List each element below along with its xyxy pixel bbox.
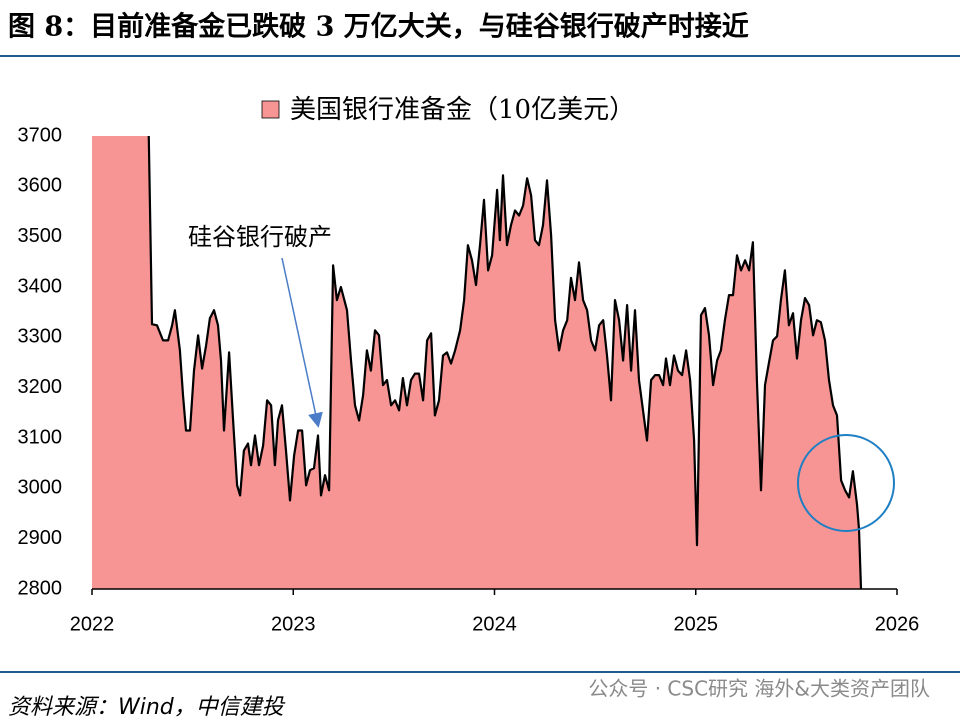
x-tick-label: 2026 [875, 613, 920, 635]
watermark: 公众号 · CSC研究 海外&大类资产团队 [588, 677, 930, 701]
plot [91, 136, 898, 595]
y-tick-label: 3300 [18, 326, 63, 348]
annotation: 硅谷银行破产 [188, 223, 332, 251]
y-tick-label: 3500 [18, 225, 63, 247]
x-tick-label: 2023 [271, 613, 316, 635]
highlight-circle [797, 434, 895, 532]
y-tick-label: 3200 [18, 376, 63, 398]
x-tick-label: 2022 [70, 613, 115, 635]
y-tick-label: 2900 [18, 527, 63, 549]
line [147, 136, 863, 589]
y-tick-label: 2800 [18, 577, 63, 599]
y-tick-label: 3000 [18, 477, 63, 499]
y-tick-label: 3600 [18, 175, 63, 197]
legend-label: 美国银行准备金（10亿美元） [290, 95, 635, 125]
area [92, 136, 861, 589]
y-tick-label: 3100 [18, 426, 63, 448]
chart-title: 图 8：目前准备金已跌破 3 万亿大关，与硅谷银行破产时接近 [8, 11, 749, 43]
y-tick-label: 3700 [18, 124, 63, 146]
legend-swatch [261, 100, 280, 119]
x-tick-label: 2024 [472, 613, 517, 635]
annotation-arrow [281, 257, 323, 428]
x-tick-label: 2025 [674, 613, 719, 635]
y-tick-label: 3400 [18, 275, 63, 297]
source: 资料来源：Wind，中信建投 [8, 695, 286, 720]
